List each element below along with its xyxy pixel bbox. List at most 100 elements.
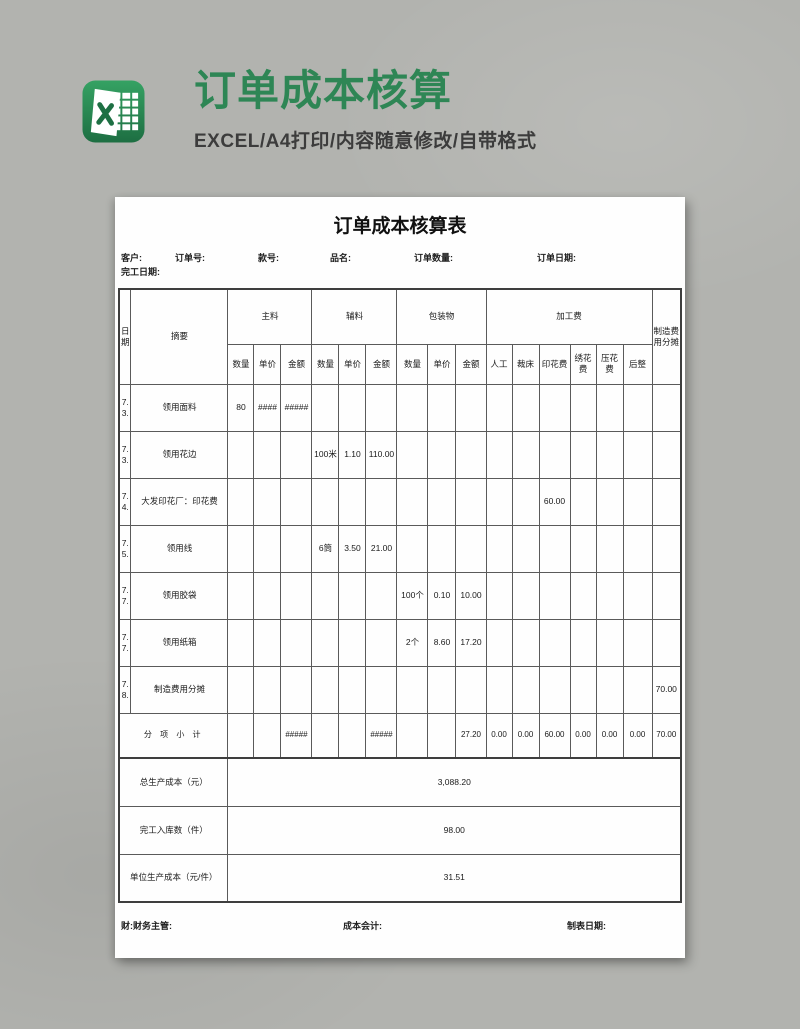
date-month: 7. — [121, 443, 129, 454]
value-cell — [651, 618, 682, 667]
total-value: 31.51 — [227, 853, 682, 903]
value-cell — [427, 383, 457, 432]
value-cell: 80 — [227, 383, 255, 432]
subtotal-cell: 0.00 — [485, 712, 513, 759]
subtotal-label: 分 项 小 计 — [118, 712, 229, 759]
value-cell — [622, 430, 653, 479]
value-cell — [280, 477, 313, 526]
subtotal-cell — [227, 712, 255, 759]
col-header-date: 日期 — [118, 288, 132, 385]
value-cell — [569, 383, 597, 432]
date-month: 7. — [121, 678, 129, 689]
value-cell — [280, 524, 313, 573]
value-cell — [622, 571, 653, 620]
value-cell — [396, 430, 429, 479]
value-cell — [311, 665, 340, 714]
value-cell — [622, 383, 653, 432]
header-group-row: 日期 摘要 主料 辅料 包装物 加工费 制造费用分摊 — [118, 288, 682, 385]
value-cell — [455, 430, 487, 479]
value-cell — [651, 524, 682, 573]
value-cell — [651, 571, 682, 620]
value-cell — [569, 477, 597, 526]
value-cell — [485, 665, 513, 714]
subtotal-cell: ##### — [280, 712, 313, 759]
col-header-amount: 金额 — [455, 343, 487, 385]
value-cell — [511, 477, 540, 526]
value-cell — [338, 571, 367, 620]
value-cell — [538, 524, 571, 573]
value-cell — [365, 665, 398, 714]
value-cell — [511, 524, 540, 573]
value-cell — [622, 524, 653, 573]
banner: 订单成本核算 EXCEL/A4打印/内容随意修改/自带格式 — [0, 0, 800, 180]
label-customer: 客户: — [121, 253, 142, 263]
value-cell — [280, 665, 313, 714]
total-label: 完工入库数（件） — [118, 805, 229, 855]
value-cell — [338, 618, 367, 667]
date-cell: 7. 7. — [118, 618, 132, 667]
subtotal-cell: 70.00 — [651, 712, 682, 759]
table-row: 7. 4. 大发印花厂：印花费 60.00 — [118, 477, 682, 526]
total-value: 98.00 — [227, 805, 682, 855]
value-cell — [227, 665, 255, 714]
group-header-processing: 加工费 — [485, 288, 653, 345]
value-cell — [427, 665, 457, 714]
summary-cell: 大发印花厂：印花费 — [130, 477, 229, 526]
summary-cell: 领用花边 — [130, 430, 229, 479]
value-cell — [253, 477, 282, 526]
value-cell: 6筒 — [311, 524, 340, 573]
subtotal-cell: ##### — [365, 712, 398, 759]
subtotal-row: 分 项 小 计 ##### ##### 27.20 0.00 0.00 60.00 … — [118, 712, 682, 759]
date-cell: 7. 7. — [118, 571, 132, 620]
value-cell — [595, 665, 624, 714]
total-row: 总生产成本（元） 3,088.20 — [118, 757, 682, 807]
table-row: 7. 3. 领用面料 80 #### ##### — [118, 383, 682, 432]
value-cell: 10.00 — [455, 571, 487, 620]
col-header-qty: 数量 — [311, 343, 340, 385]
value-cell — [569, 665, 597, 714]
col-header-price: 单价 — [427, 343, 457, 385]
value-cell — [511, 618, 540, 667]
value-cell: 1.10 — [338, 430, 367, 479]
total-row: 完工入库数（件） 98.00 — [118, 805, 682, 855]
value-cell — [622, 665, 653, 714]
label-style-no: 款号: — [258, 253, 279, 263]
col-header-price: 单价 — [338, 343, 367, 385]
value-cell — [569, 618, 597, 667]
value-cell — [485, 477, 513, 526]
value-cell — [427, 477, 457, 526]
label-order-no: 订单号: — [175, 253, 205, 263]
col-header-cutting: 裁床 — [511, 343, 540, 385]
summary-cell: 制造费用分摊 — [130, 665, 229, 714]
value-cell — [651, 430, 682, 479]
value-cell — [396, 524, 429, 573]
value-cell — [427, 430, 457, 479]
subtotal-cell — [427, 712, 457, 759]
value-cell — [651, 383, 682, 432]
sheet-title: 订单成本核算表 — [333, 216, 467, 237]
value-cell — [253, 665, 282, 714]
sheet-footer: 财:财务主管: 成本会计: 制表日期: — [115, 903, 685, 949]
subtotal-cell: 0.00 — [622, 712, 653, 759]
value-cell — [227, 430, 255, 479]
value-cell — [365, 571, 398, 620]
date-day: 3. — [121, 454, 129, 465]
value-cell — [338, 383, 367, 432]
col-header-qty: 数量 — [227, 343, 255, 385]
value-cell — [396, 665, 429, 714]
value-cell — [427, 524, 457, 573]
value-cell — [311, 383, 340, 432]
date-day: 5. — [121, 548, 129, 559]
subtotal-cell: 0.00 — [569, 712, 597, 759]
value-cell — [253, 571, 282, 620]
value-cell — [485, 524, 513, 573]
value-cell — [651, 477, 682, 526]
date-cell: 7. 3. — [118, 430, 132, 479]
value-cell — [595, 430, 624, 479]
value-cell — [455, 665, 487, 714]
date-day: 7. — [121, 642, 129, 653]
subtotal-cell — [311, 712, 340, 759]
subtotal-cell — [396, 712, 429, 759]
label-cost-accountant: 成本会计: — [343, 921, 382, 931]
